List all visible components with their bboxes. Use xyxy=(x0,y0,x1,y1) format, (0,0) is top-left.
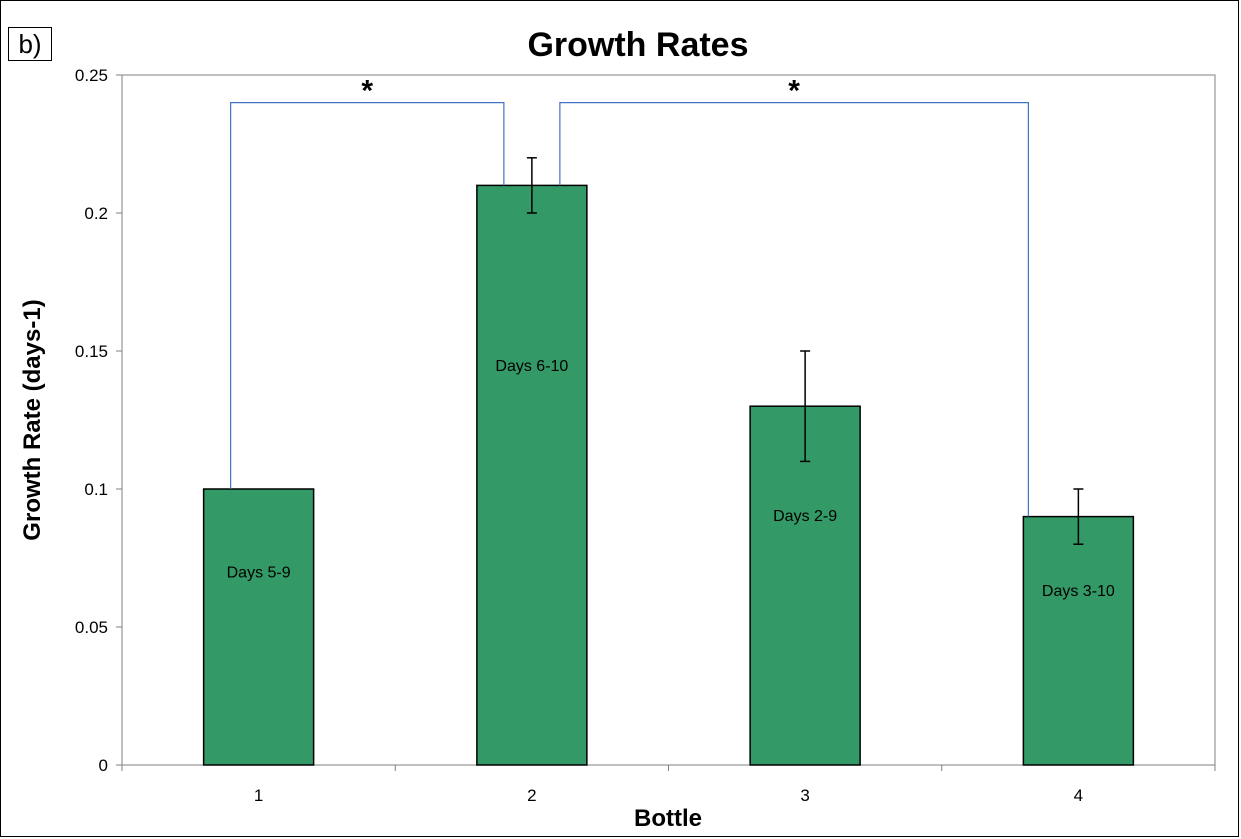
x-tick-label: 3 xyxy=(800,786,809,805)
significance-marker: * xyxy=(788,75,800,108)
x-axis-label: Bottle xyxy=(634,805,702,832)
y-tick-label: 0.15 xyxy=(75,342,108,361)
bar-label: Days 2-9 xyxy=(773,508,837,525)
x-tick-label: 1 xyxy=(254,786,263,805)
bar xyxy=(1022,515,1135,766)
significance-bracket xyxy=(230,102,505,489)
bar xyxy=(476,184,588,766)
y-tick-label: 0.1 xyxy=(84,480,108,499)
bar xyxy=(202,488,315,766)
y-tick-label: 0.2 xyxy=(84,204,108,223)
x-tick-label: 4 xyxy=(1074,786,1083,805)
bar-label: Days 5-9 xyxy=(227,564,291,581)
y-tick-label: 0.05 xyxy=(75,618,108,637)
x-tick-label: 2 xyxy=(527,786,536,805)
significance-bracket xyxy=(559,102,1029,517)
bar-label: Days 6-10 xyxy=(495,358,568,375)
y-tick-label: 0 xyxy=(99,756,108,775)
chart-title: Growth Rates xyxy=(527,26,748,64)
y-axis-label: Growth Rate (days-1) xyxy=(19,299,46,540)
bar xyxy=(749,405,861,766)
bar-label: Days 3-10 xyxy=(1042,583,1115,600)
y-tick-label: 0.25 xyxy=(75,66,108,85)
panel-label: b) xyxy=(8,27,52,61)
significance-marker: * xyxy=(361,75,373,108)
